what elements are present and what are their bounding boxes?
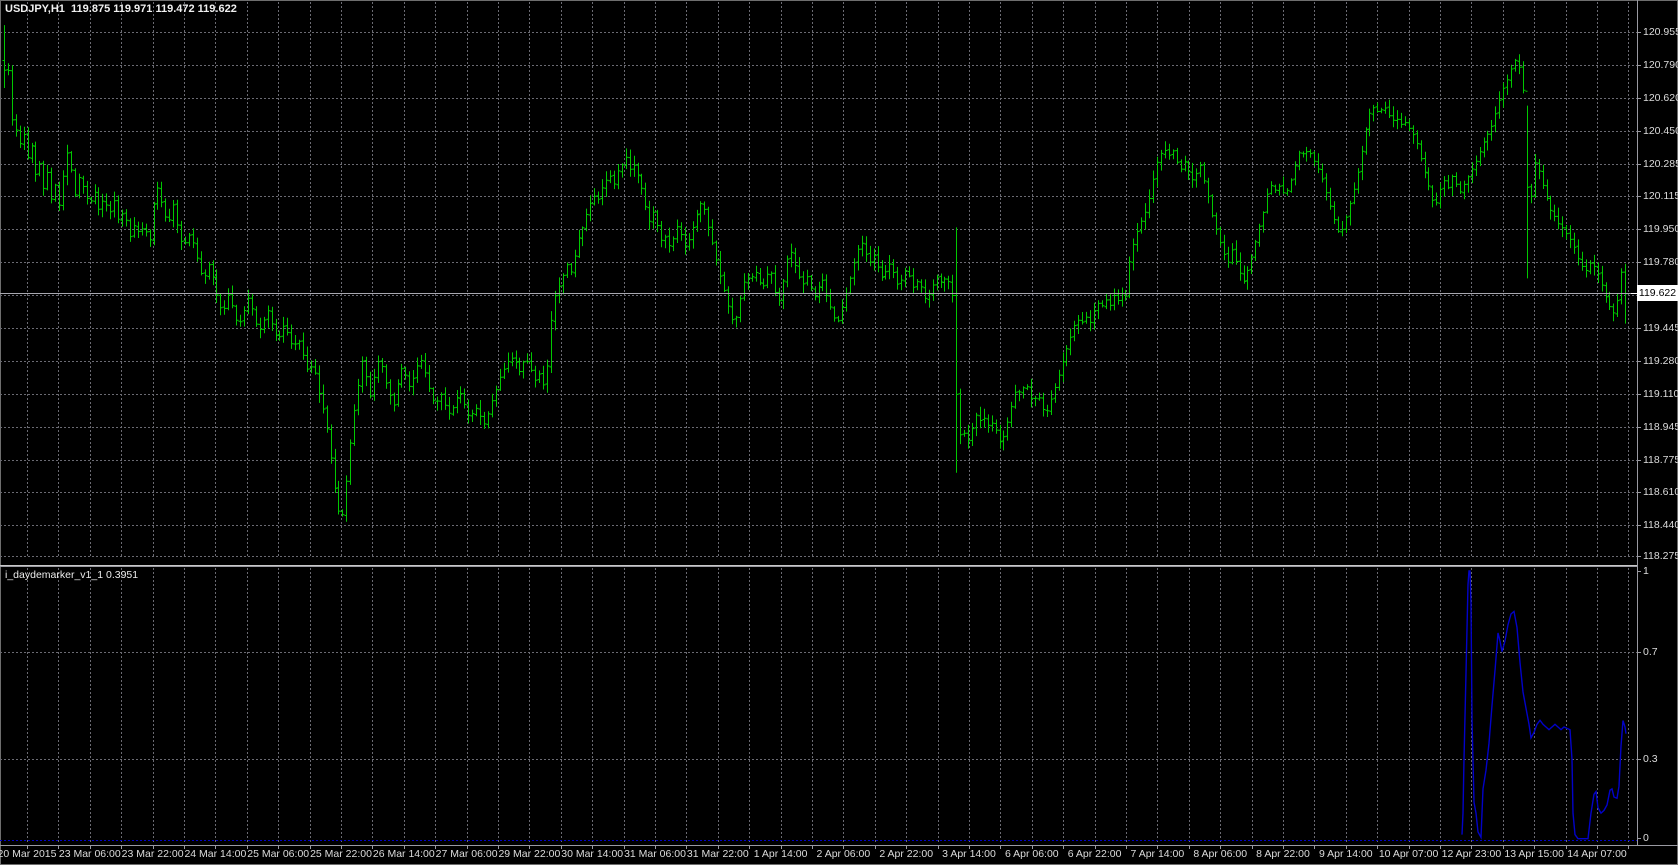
time-axis-label: 20 Mar 2015 xyxy=(0,848,57,860)
indicator-title: i_daydemarker_v1_1 0.3951 xyxy=(5,569,139,581)
time-axis-label: 14 Apr 07:00 xyxy=(1567,848,1627,860)
price-axis-label: 119.280 xyxy=(1643,354,1678,367)
time-axis-label: 31 Mar 22:00 xyxy=(686,848,749,860)
time-axis-label: 3 Apr 14:00 xyxy=(942,848,996,860)
price-axis-label: 120.450 xyxy=(1643,124,1678,137)
time-axis-label: 12 Apr 23:00 xyxy=(1441,848,1502,860)
price-axis-label: 119.110 xyxy=(1643,387,1678,400)
time-axis-label: 29 Mar 22:00 xyxy=(498,848,561,860)
time-axis-label: 23 Mar 22:00 xyxy=(121,848,184,860)
time-axis-label: 2 Apr 06:00 xyxy=(816,848,871,860)
price-axis-label: 0.3 xyxy=(1643,753,1658,766)
time-axis-label: 31 Mar 06:00 xyxy=(624,848,686,860)
price-axis[interactable]: 120.955 120.790 120.620 120.450 120.285 120.1… xyxy=(1638,0,1678,845)
time-axis-label: 9 Apr 14:00 xyxy=(1318,848,1373,860)
price-axis-label: 118.775 xyxy=(1643,453,1678,466)
price-axis-label: 119.780 xyxy=(1643,256,1678,269)
price-axis-label: 118.275 xyxy=(1643,550,1678,562)
price-axis-label: 0 xyxy=(1643,832,1649,844)
time-axis-label: 6 Apr 06:00 xyxy=(1004,848,1059,860)
price-bars xyxy=(2,25,1628,522)
price-axis-label: 120.285 xyxy=(1643,157,1678,170)
time-axis-label: 13 Apr 15:00 xyxy=(1504,848,1564,860)
chart-title: USDJPY,H1 119.875 119.971 119.472 119.62… xyxy=(5,3,237,15)
price-axis-label: 119.950 xyxy=(1643,223,1678,236)
time-axis-label: 23 Mar 06:00 xyxy=(58,848,121,860)
price-axis-label: 120.790 xyxy=(1643,58,1678,71)
time-axis-label: 30 Mar 14:00 xyxy=(561,848,624,860)
bid-price-label: 119.622 xyxy=(1637,285,1678,301)
panel-separator[interactable] xyxy=(0,565,1637,566)
time-axis-label: 25 Mar 22:00 xyxy=(310,848,372,860)
time-axis-label: 24 Mar 14:00 xyxy=(184,848,247,860)
price-axis-label: 1 xyxy=(1643,565,1649,577)
grid-lines xyxy=(0,2,1637,843)
time-axis[interactable]: 20 Mar 2015 23 Mar 06:00 23 Mar 22:00 24 Ma… xyxy=(0,845,1678,865)
price-axis-label: 118.945 xyxy=(1643,420,1678,433)
price-axis-label: 0.7 xyxy=(1643,645,1658,658)
time-axis-label: 8 Apr 22:00 xyxy=(1256,848,1310,860)
price-axis-label: 119.445 xyxy=(1643,322,1678,334)
time-axis-label: 6 Apr 22:00 xyxy=(1067,848,1122,860)
time-axis-label: 1 Apr 14:00 xyxy=(753,848,808,860)
time-axis-label: 10 Apr 07:00 xyxy=(1378,848,1439,860)
price-axis-label: 118.440 xyxy=(1643,519,1678,532)
time-axis-label: 2 Apr 22:00 xyxy=(879,848,934,860)
time-axis-label: 8 Apr 06:00 xyxy=(1193,848,1248,860)
price-axis-label: 120.955 xyxy=(1643,26,1678,38)
time-axis-label: 25 Mar 06:00 xyxy=(247,848,310,860)
price-axis-label: 120.620 xyxy=(1643,91,1678,104)
indicator-line xyxy=(1461,570,1627,840)
price-axis-label: 118.610 xyxy=(1643,486,1678,499)
time-axis-label: 26 Mar 14:00 xyxy=(372,848,435,860)
time-axis-label: 27 Mar 06:00 xyxy=(435,848,498,860)
time-axis-label: 7 Apr 14:00 xyxy=(1130,848,1185,860)
price-axis-label: 120.115 xyxy=(1643,190,1678,203)
